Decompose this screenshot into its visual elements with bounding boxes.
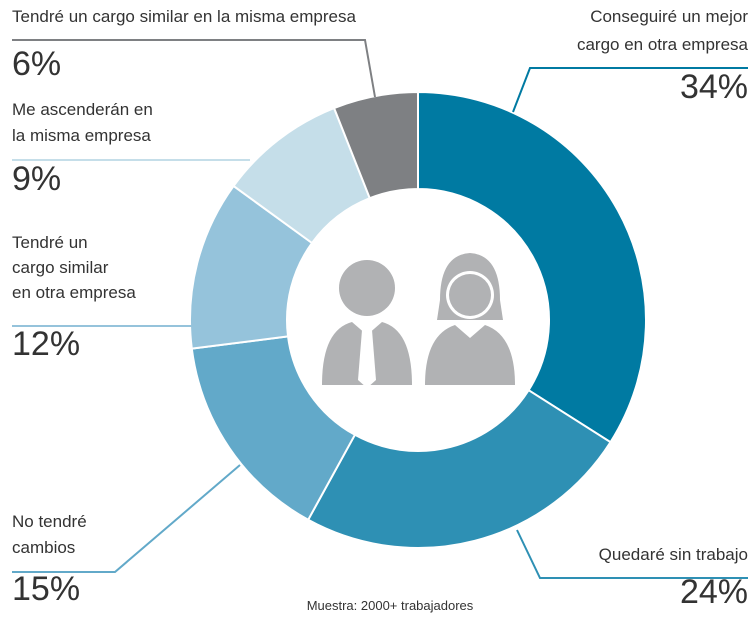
value-label: 24% — [680, 573, 748, 611]
woman-body — [425, 325, 515, 385]
segment-label: Tendré un — [12, 233, 88, 252]
segment-label: Conseguiré un mejor — [590, 7, 748, 26]
segment-label: cargo en otra empresa — [577, 35, 749, 54]
leader-line — [12, 39, 376, 98]
donut-segment — [306, 388, 612, 549]
value-label: 15% — [12, 570, 80, 608]
man-head — [339, 260, 395, 316]
segment-label: Me ascenderán en — [12, 100, 153, 119]
donut-segment — [190, 335, 357, 522]
leader-line — [512, 67, 748, 113]
donut — [189, 90, 647, 549]
donut-segment — [417, 90, 647, 444]
donut-segment — [332, 90, 419, 200]
segment-label: cargo similar — [12, 258, 109, 277]
segment-label: No tendré — [12, 512, 87, 531]
segment-label: en otra empresa — [12, 283, 136, 302]
note: Muestra: 2000+ trabajadores — [307, 598, 474, 613]
man-tie — [358, 330, 376, 388]
people-icon — [322, 253, 515, 388]
segment-label: cambios — [12, 538, 75, 557]
value-label: 34% — [680, 68, 748, 106]
value-label: 12% — [12, 325, 80, 363]
leader-line — [12, 464, 241, 573]
segment-label: Quedaré sin trabajo — [599, 545, 748, 564]
leader-line — [516, 529, 748, 579]
segment-label: la misma empresa — [12, 126, 151, 145]
woman-face — [449, 274, 491, 316]
value-label: 6% — [12, 45, 61, 83]
segment-label: Tendré un cargo similar en la misma empr… — [12, 7, 356, 26]
value-label: 9% — [12, 160, 61, 198]
